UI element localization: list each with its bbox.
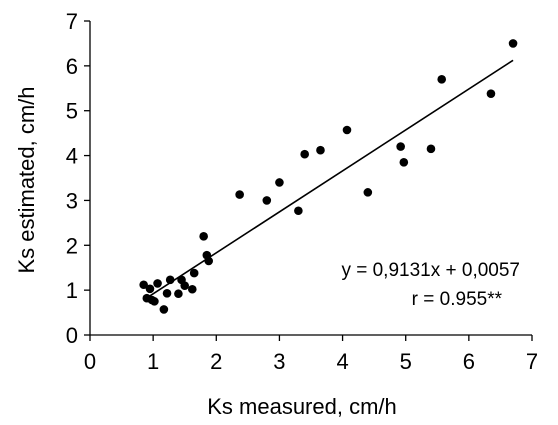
y-tick-label: 1 bbox=[66, 278, 78, 303]
data-point bbox=[487, 89, 496, 98]
data-point bbox=[294, 206, 303, 215]
data-point bbox=[190, 269, 199, 278]
data-point bbox=[396, 142, 405, 151]
data-point bbox=[300, 150, 309, 159]
data-point bbox=[188, 285, 197, 294]
data-point bbox=[316, 146, 325, 155]
x-tick-label: 4 bbox=[336, 349, 348, 374]
data-point bbox=[343, 126, 352, 135]
data-point bbox=[509, 39, 518, 48]
data-point bbox=[166, 276, 175, 285]
y-tick-label: 5 bbox=[66, 99, 78, 124]
tick-labels: 0 1 2 3 4 5 6 7 0 1 2 3 4 5 6 7 bbox=[66, 9, 538, 374]
y-tick-label: 4 bbox=[66, 144, 78, 169]
y-axis-title: Ks estimated, cm/h bbox=[14, 86, 39, 273]
data-point bbox=[204, 257, 213, 266]
x-tick-label: 1 bbox=[147, 349, 159, 374]
x-tick-label: 0 bbox=[84, 349, 96, 374]
data-point bbox=[364, 188, 373, 197]
data-point bbox=[235, 190, 244, 199]
data-point bbox=[199, 232, 208, 241]
data-point bbox=[400, 158, 409, 167]
data-point bbox=[146, 284, 155, 293]
x-tick-label: 7 bbox=[526, 349, 538, 374]
data-point bbox=[150, 297, 159, 306]
axes bbox=[90, 21, 532, 335]
y-tick-label: 3 bbox=[66, 188, 78, 213]
y-tick-label: 7 bbox=[66, 9, 78, 34]
y-tick-label: 6 bbox=[66, 54, 78, 79]
x-tick-label: 2 bbox=[210, 349, 222, 374]
x-tick-label: 3 bbox=[273, 349, 285, 374]
data-point bbox=[160, 305, 169, 314]
x-tick-label: 6 bbox=[463, 349, 475, 374]
data-point bbox=[174, 289, 183, 298]
data-point bbox=[427, 145, 436, 154]
correlation-coefficient-label: r = 0.955** bbox=[412, 289, 503, 310]
x-tick-label: 5 bbox=[400, 349, 412, 374]
data-point bbox=[180, 281, 189, 290]
x-axis-title: Ks measured, cm/h bbox=[207, 394, 397, 419]
data-point bbox=[163, 289, 172, 298]
regression-equation-label: y = 0,9131x + 0,0057 bbox=[341, 260, 520, 281]
data-point bbox=[263, 196, 272, 205]
data-point bbox=[275, 178, 284, 187]
data-point bbox=[153, 279, 162, 288]
y-tick-label: 0 bbox=[66, 323, 78, 348]
y-tick-label: 2 bbox=[66, 233, 78, 258]
data-point bbox=[437, 75, 446, 84]
